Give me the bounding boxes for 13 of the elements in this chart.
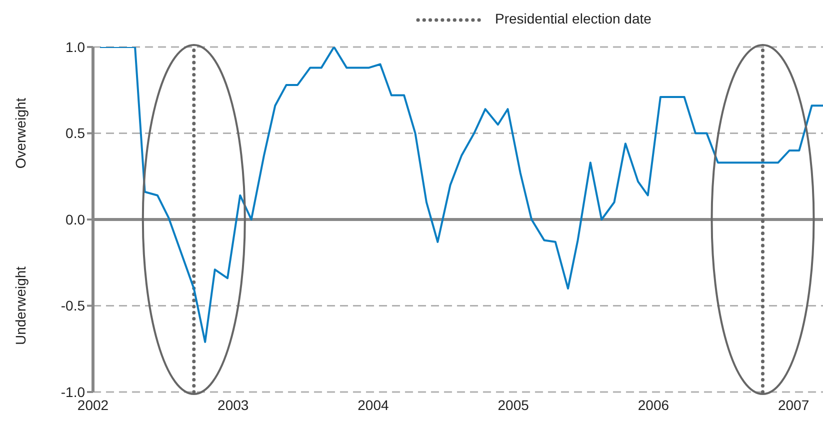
y-tick-label: 0.0 <box>66 211 86 228</box>
y-tick-label: 0.5 <box>66 125 86 142</box>
x-tick-label: 2007 <box>778 396 810 413</box>
y-tick-label: -0.5 <box>60 298 86 314</box>
text: Underweight <box>12 266 29 346</box>
line-series <box>99 47 823 343</box>
legend-label: Presidential election date <box>495 10 652 27</box>
x-tick-label: 2005 <box>498 396 530 413</box>
y-tick-label: 1.0 <box>66 38 86 55</box>
x-tick-label: 2006 <box>638 396 670 413</box>
text: Overweight <box>12 98 29 169</box>
x-tick-label: 2003 <box>218 396 249 413</box>
x-tick-label: 2004 <box>358 396 390 413</box>
